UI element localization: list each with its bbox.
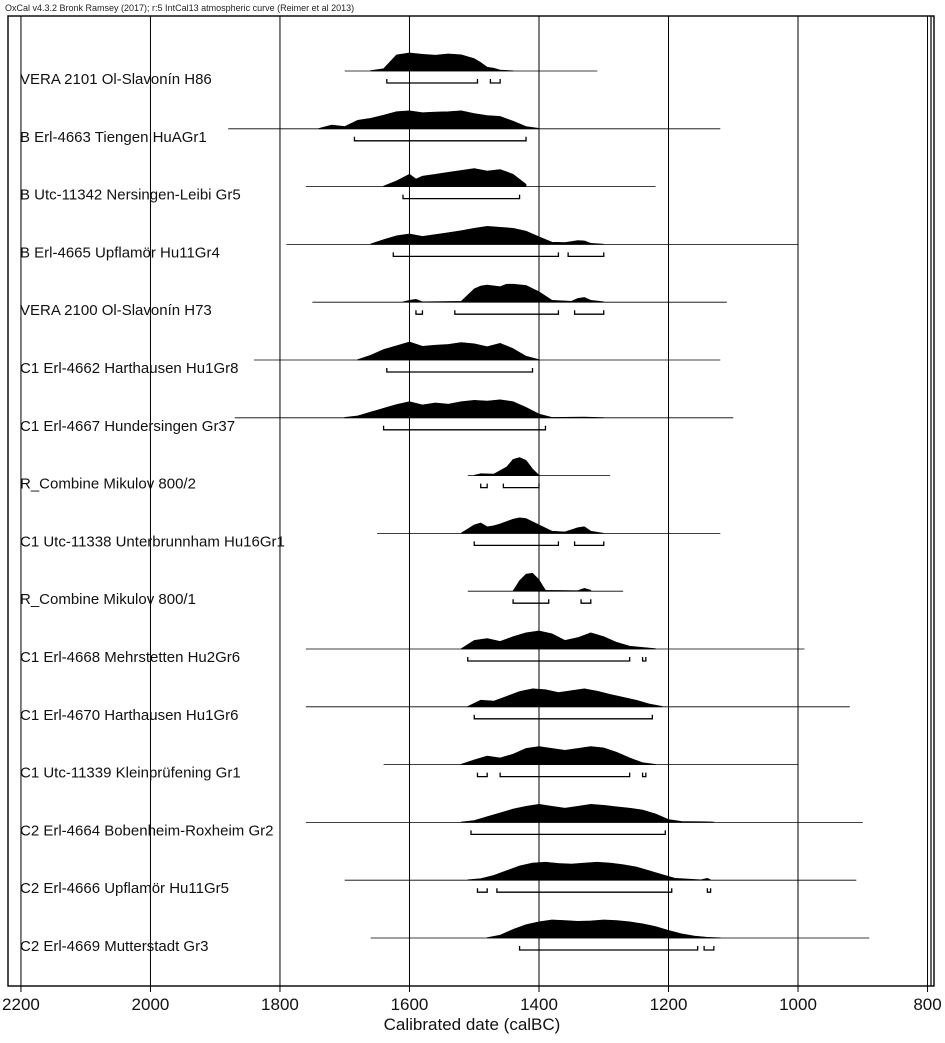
distribution-row: VERA 2100 Ol-Slavonín H73 <box>20 283 727 319</box>
probability-density <box>486 919 721 939</box>
probability-density <box>357 341 540 361</box>
distribution-row: C1 Utc-11339 Kleinprüfening Gr1 <box>20 746 799 782</box>
distribution-label: C1 Utc-11339 Kleinprüfening Gr1 <box>20 765 241 782</box>
distribution-label: C1 Erl-4668 Mehrstetten Hu2Gr6 <box>20 649 240 666</box>
distribution-label: B Utc-11342 Nersingen-Leibi Gr5 <box>20 187 241 204</box>
distribution-label: R_Combine Mikulov 800/1 <box>20 591 196 608</box>
range-bracket <box>382 425 547 431</box>
range-bracket <box>502 483 540 489</box>
distribution-label: VERA 2100 Ol-Slavonín H73 <box>20 302 212 319</box>
probability-density <box>370 52 514 72</box>
range-bracket <box>386 79 479 84</box>
distribution-label: B Erl-4663 Tiengen HuAGr1 <box>20 129 207 146</box>
probability-density <box>473 457 540 476</box>
distribution-label: B Erl-4665 Upflamör Hu11Gr4 <box>20 244 220 261</box>
distribution-row: C2 Erl-4666 Upflamör Hu11Gr5 <box>20 861 857 897</box>
distribution-label: R_Combine Mikulov 800/2 <box>20 476 196 493</box>
distributions: VERA 2101 Ol-Slavonín H86 B Erl-4663 Tien… <box>20 52 870 955</box>
range-bracket <box>706 888 712 893</box>
tick-label-2200: 2200 <box>2 995 40 1014</box>
distribution-row: B Utc-11342 Nersingen-Leibi Gr5 <box>20 168 656 204</box>
probability-density <box>383 168 527 187</box>
range-bracket <box>392 252 560 258</box>
range-bracket <box>703 946 715 951</box>
chart-credit: OxCal v4.3.2 Bronk Ramsey (2017); r:5 In… <box>5 3 354 13</box>
tick-label-2000: 2000 <box>132 995 170 1014</box>
distribution-row: B Erl-4663 Tiengen HuAGr1 <box>20 110 721 146</box>
distribution-label: C2 Erl-4669 Mutterstadt Gr3 <box>20 938 208 955</box>
range-bracket <box>480 483 488 489</box>
distribution-label: C2 Erl-4664 Bobenheim-Roxheim Gr2 <box>20 822 273 839</box>
distribution-row: C1 Erl-4670 Harthausen Hu1Gr6 <box>20 688 850 724</box>
x-axis-ticks: 2200 2000 1800 1600 1400 1200 1000 800 <box>2 986 942 1014</box>
range-bracket <box>641 772 647 778</box>
plot-frame <box>7 15 935 987</box>
range-bracket <box>476 772 488 778</box>
probability-density <box>460 630 656 650</box>
distribution-row: C1 Erl-4662 Harthausen Hu1Gr8 <box>20 341 721 377</box>
range-bracket <box>473 541 560 547</box>
range-bracket <box>496 888 673 893</box>
range-bracket <box>567 252 605 258</box>
probability-density <box>460 746 656 765</box>
probability-density <box>370 226 605 245</box>
probability-density <box>344 399 605 419</box>
tick-label-1400: 1400 <box>520 995 558 1014</box>
distribution-row: C1 Erl-4668 Mehrstetten Hu2Gr6 <box>20 630 805 666</box>
probability-density <box>467 861 711 881</box>
distribution-row: C1 Utc-11338 Unterbrunnham Hu16Gr1 <box>20 517 721 550</box>
tick-label-800: 800 <box>913 995 941 1014</box>
tick-label-1000: 1000 <box>779 995 817 1014</box>
range-bracket <box>353 136 527 142</box>
range-bracket <box>489 79 501 84</box>
range-bracket <box>415 310 424 315</box>
distribution-label: C1 Utc-11338 Unterbrunnham Hu16Gr1 <box>20 533 285 550</box>
probability-density <box>318 110 540 130</box>
probability-density <box>460 517 605 534</box>
distribution-label: C2 Erl-4666 Upflamör Hu11Gr5 <box>20 880 229 897</box>
probability-density <box>467 688 663 708</box>
distribution-row: VERA 2101 Ol-Slavonín H86 <box>20 52 598 88</box>
tick-label-1200: 1200 <box>650 995 688 1014</box>
range-bracket <box>573 541 605 547</box>
distribution-label: C1 Erl-4662 Harthausen Hu1Gr8 <box>20 360 238 377</box>
x-axis-title: Calibrated date (calBC) <box>384 1015 561 1034</box>
range-bracket <box>470 830 666 836</box>
tick-label-1600: 1600 <box>391 995 429 1014</box>
distribution-row: B Erl-4665 Upflamör Hu11Gr4 <box>20 226 799 261</box>
range-bracket <box>499 772 631 778</box>
probability-density <box>512 572 592 592</box>
distribution-label: VERA 2101 Ol-Slavonín H86 <box>20 71 212 88</box>
distribution-row: R_Combine Mikulov 800/2 <box>20 457 611 493</box>
distribution-row: C2 Erl-4664 Bobenheim-Roxheim Gr2 <box>20 804 863 839</box>
probability-density <box>460 804 715 823</box>
distribution-row: C1 Erl-4667 Hundersingen Gr37 <box>20 399 734 435</box>
distribution-row: C2 Erl-4669 Mutterstadt Gr3 <box>20 919 870 955</box>
range-bracket <box>580 599 592 604</box>
range-bracket <box>641 657 647 662</box>
range-bracket <box>402 194 521 200</box>
range-bracket <box>454 310 560 315</box>
range-bracket <box>386 368 534 373</box>
vertical-grid <box>20 16 929 986</box>
range-bracket <box>573 310 605 315</box>
distribution-label: C1 Erl-4667 Hundersingen Gr37 <box>20 418 235 435</box>
range-bracket <box>467 657 631 662</box>
distribution-label: C1 Erl-4670 Harthausen Hu1Gr6 <box>20 707 238 724</box>
range-bracket <box>512 599 550 604</box>
range-bracket <box>473 714 653 720</box>
distribution-row: R_Combine Mikulov 800/1 <box>20 572 624 608</box>
tick-label-1800: 1800 <box>261 995 299 1014</box>
range-bracket <box>476 888 488 893</box>
range-bracket <box>518 946 699 951</box>
probability-density <box>402 283 605 303</box>
